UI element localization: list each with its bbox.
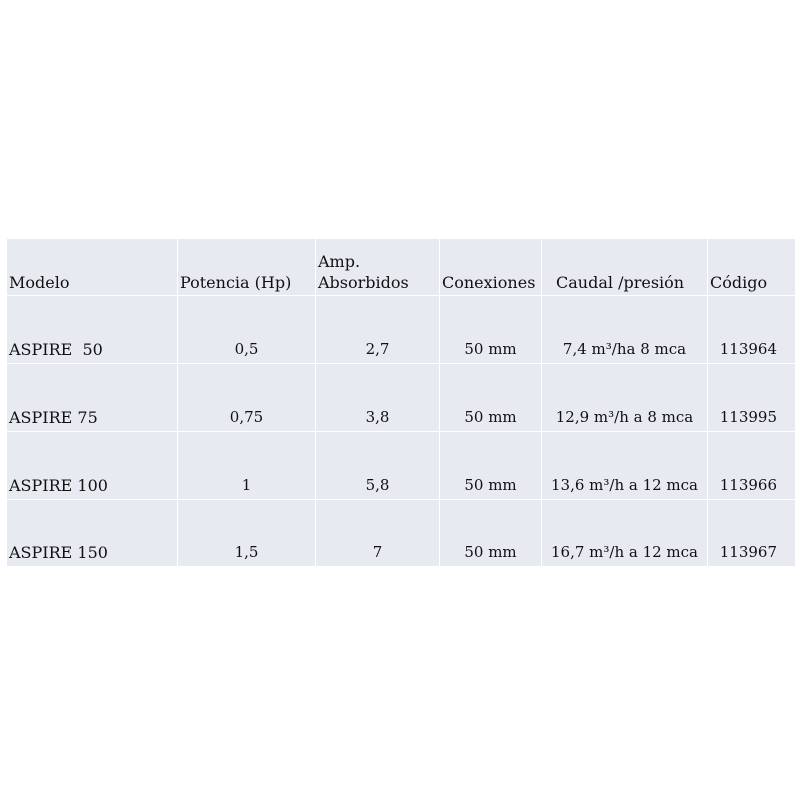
table-cell-conexiones: 50 mm [440,500,541,566]
table-cell-potencia: 1 [178,432,315,499]
spec-table: Modelo Potencia (Hp) Amp. Absorbidos Con… [7,239,795,566]
table-cell-amperios: 2,7 [316,296,439,363]
table-cell-modelo: ASPIRE 50 [7,296,177,363]
table-cell-caudal: 7,4 m³/ha 8 mca [542,296,707,363]
table-cell-modelo: ASPIRE 100 [7,432,177,499]
table-cell-codigo: 113964 [708,296,795,363]
table-cell-conexiones: 50 mm [440,364,541,431]
table-cell-codigo: 113967 [708,500,795,566]
table-cell-amperios: 7 [316,500,439,566]
header-amperios: Amp. Absorbidos [316,239,439,295]
table-cell-conexiones: 50 mm [440,296,541,363]
table-cell-caudal: 16,7 m³/h a 12 mca [542,500,707,566]
table-cell-potencia: 1,5 [178,500,315,566]
table-cell-modelo: ASPIRE 150 [7,500,177,566]
table-cell-potencia: 0,75 [178,364,315,431]
table-cell-potencia: 0,5 [178,296,315,363]
table-cell-caudal: 13,6 m³/h a 12 mca [542,432,707,499]
table-cell-codigo: 113995 [708,364,795,431]
header-codigo: Código [708,239,795,295]
header-modelo: Modelo [7,239,177,295]
table-cell-caudal: 12,9 m³/h a 8 mca [542,364,707,431]
header-caudal: Caudal /presión [542,239,707,295]
table-cell-conexiones: 50 mm [440,432,541,499]
header-conexiones: Conexiones [440,239,541,295]
table-cell-modelo: ASPIRE 75 [7,364,177,431]
table-cell-amperios: 3,8 [316,364,439,431]
table-cell-codigo: 113966 [708,432,795,499]
header-potencia: Potencia (Hp) [178,239,315,295]
table-cell-amperios: 5,8 [316,432,439,499]
